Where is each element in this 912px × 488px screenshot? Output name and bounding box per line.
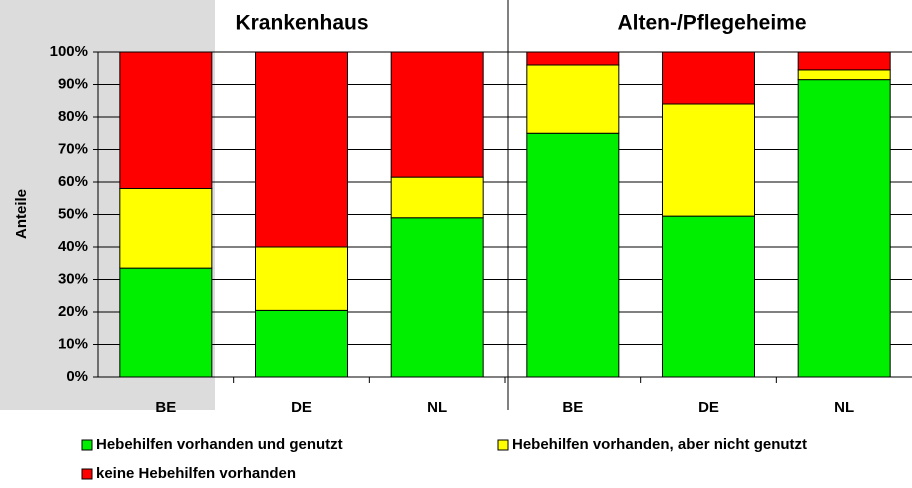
group-label: Krankenhaus — [235, 12, 368, 35]
group-label: Alten-/Pflegeheime — [617, 12, 806, 35]
bar-segment — [797, 51, 891, 71]
bar-segment — [255, 309, 348, 378]
x-tick-label: DE — [291, 399, 312, 416]
bar-segment — [390, 217, 484, 378]
bar-segment — [119, 188, 213, 269]
y-tick-label: 70% — [58, 140, 88, 157]
x-tick-label: DE — [698, 399, 719, 416]
x-tick-label: BE — [155, 399, 176, 416]
bar-segment — [119, 267, 213, 378]
y-tick-label: 60% — [58, 173, 88, 190]
bar-segment — [390, 51, 484, 178]
y-tick-label: 10% — [58, 335, 88, 352]
bar-segment — [119, 51, 213, 189]
x-tick-label: NL — [834, 399, 854, 416]
legend-swatch — [497, 439, 509, 451]
legend-swatch — [81, 468, 93, 480]
bar-segment — [797, 79, 891, 378]
bar-segment — [255, 51, 348, 248]
bar-segment — [662, 215, 755, 378]
y-tick-label: 0% — [66, 368, 88, 385]
legend-label: Hebehilfen vorhanden, aber nicht genutzt — [512, 436, 807, 453]
bar-segment — [390, 176, 484, 219]
legend-label: Hebehilfen vorhanden und genutzt — [96, 436, 343, 453]
legend-swatch — [81, 439, 93, 451]
y-tick-label: 20% — [58, 303, 88, 320]
bar-segment — [526, 51, 620, 66]
bar-segment — [526, 64, 620, 134]
y-tick-label: 100% — [50, 43, 88, 60]
y-axis-label: Anteile — [13, 189, 30, 239]
bar-segment — [662, 51, 755, 105]
bar-segment — [662, 103, 755, 217]
bar-segment — [797, 69, 891, 81]
y-tick-label: 40% — [58, 238, 88, 255]
x-tick-label: NL — [427, 399, 447, 416]
x-tick-label: BE — [562, 399, 583, 416]
bar-segment — [526, 132, 620, 378]
y-tick-label: 80% — [58, 108, 88, 125]
y-tick-label: 30% — [58, 270, 88, 287]
bar-segment — [255, 246, 348, 311]
y-tick-label: 50% — [58, 205, 88, 222]
legend-label: keine Hebehilfen vorhanden — [96, 465, 296, 482]
y-tick-label: 90% — [58, 75, 88, 92]
